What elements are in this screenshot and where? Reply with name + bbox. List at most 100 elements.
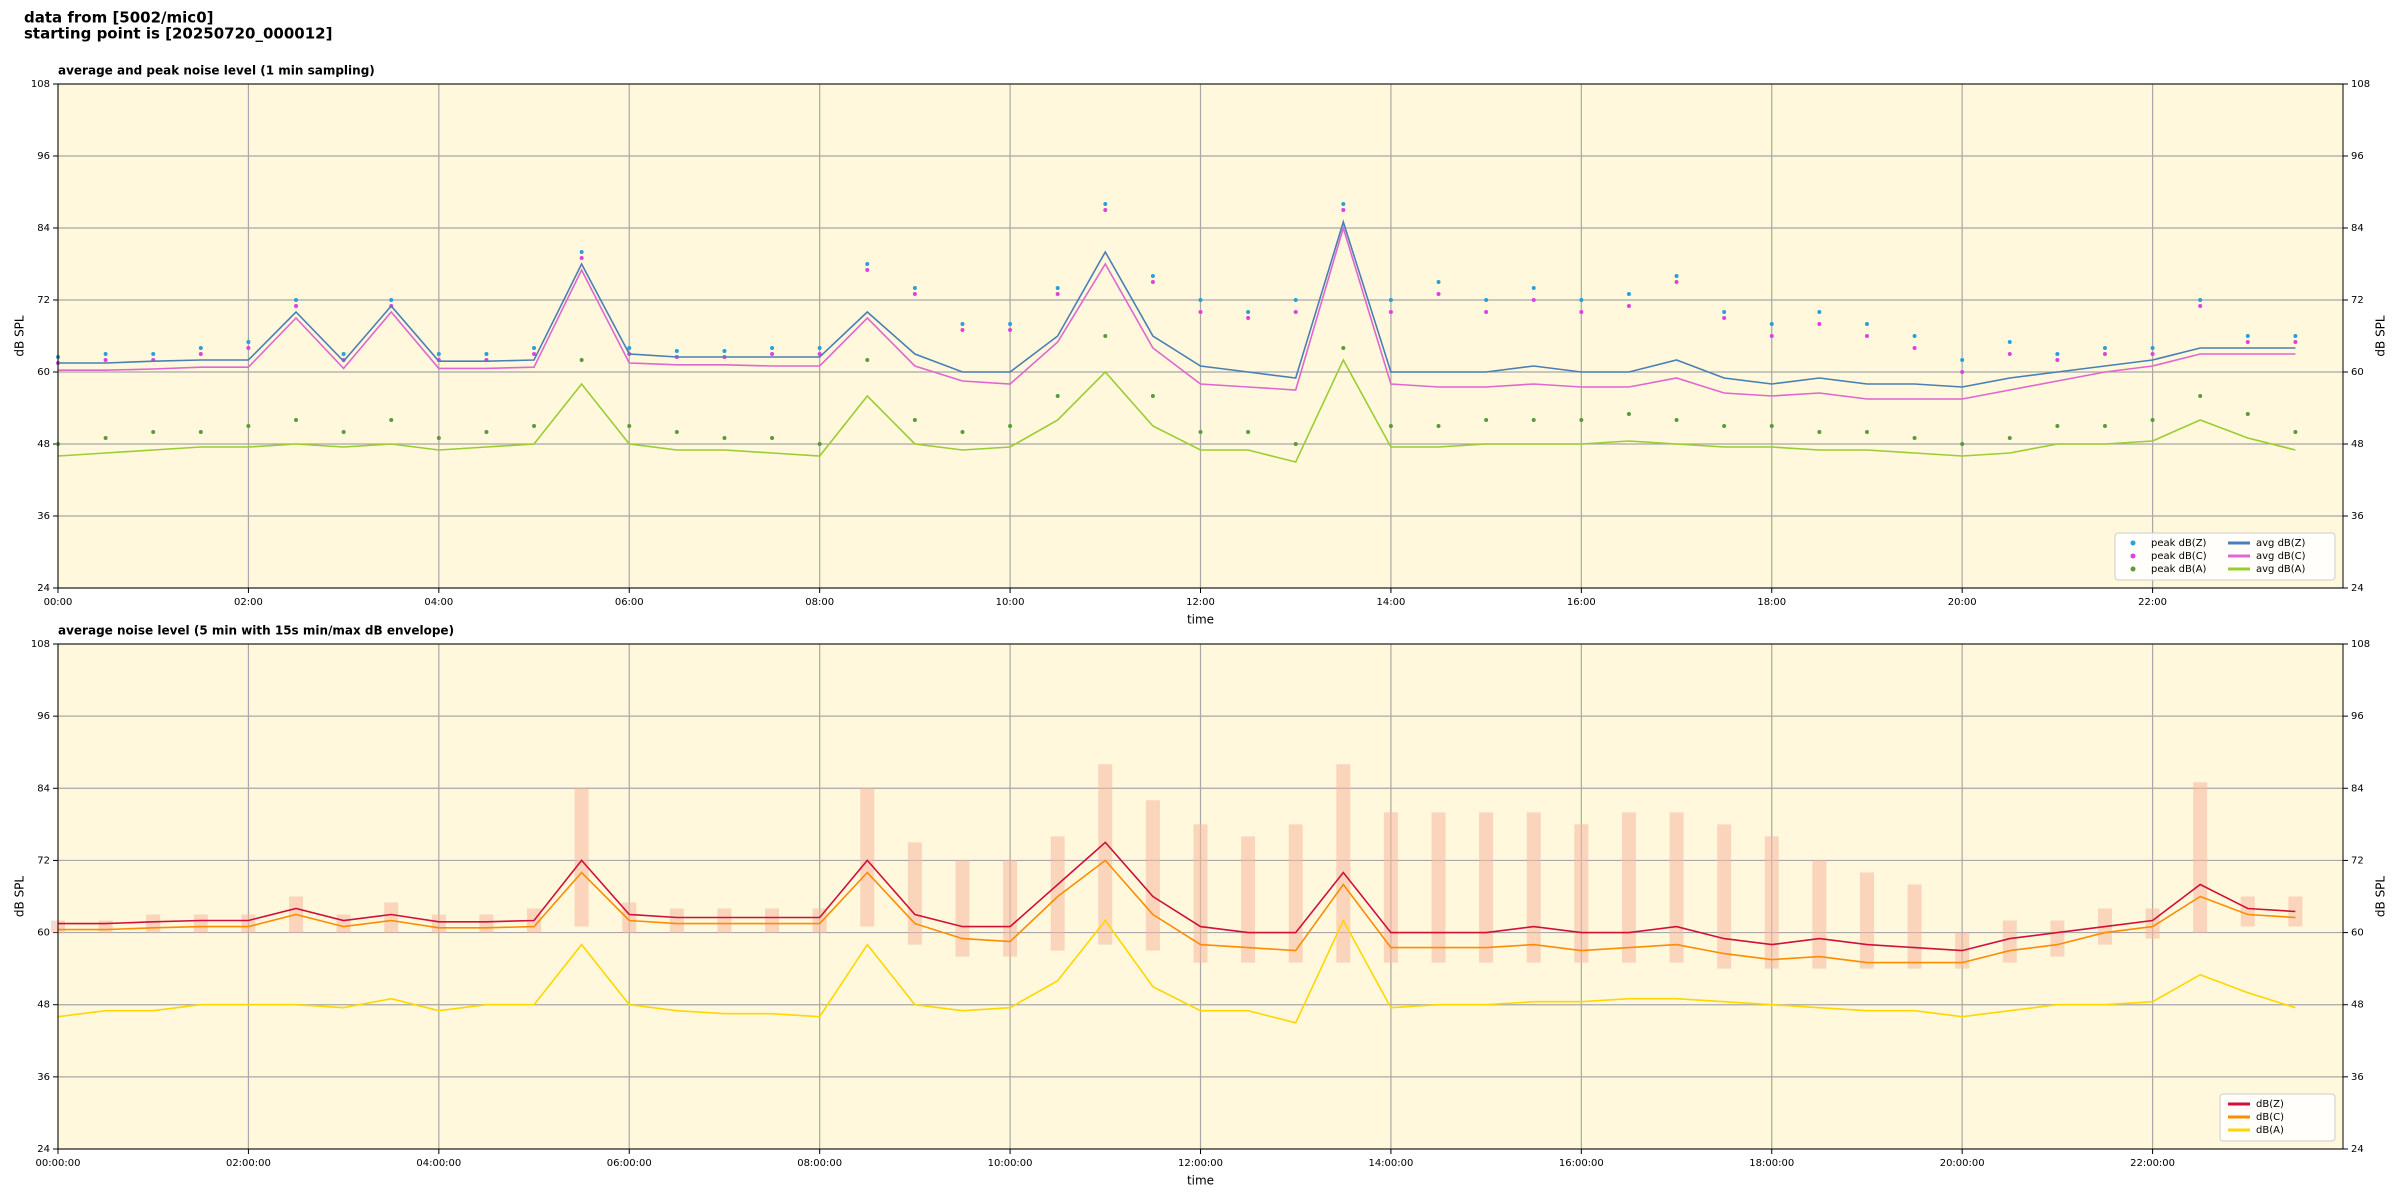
peak-point — [2293, 430, 2298, 434]
x-tick-label: 10:00:00 — [988, 1158, 1033, 1169]
series-line — [58, 841, 2296, 952]
y2-tick-label: 24 — [2351, 583, 2364, 594]
y-tick-label: 84 — [37, 223, 50, 234]
y-axis-label: dB SPL — [13, 876, 27, 918]
peak-point — [436, 436, 441, 440]
peak-point — [198, 346, 203, 350]
peak-point — [1579, 310, 1584, 314]
peak-point — [1864, 322, 1869, 326]
peak-point — [1579, 298, 1584, 302]
x-tick-label: 16:00 — [1567, 597, 1596, 608]
x-tick-label: 06:00 — [615, 597, 644, 608]
legend-label: dB(Z) — [2256, 1099, 2284, 1110]
legend-label: dB(A) — [2256, 1125, 2284, 1136]
peak-point — [1198, 430, 1203, 434]
peak-point — [722, 436, 727, 440]
peak-point — [817, 442, 822, 446]
peak-point — [1960, 442, 1965, 446]
peak-point — [1246, 316, 1251, 320]
peak-point — [960, 328, 965, 332]
peak-point — [1293, 298, 1298, 302]
peak-point — [579, 250, 584, 254]
x-tick-label: 00:00 — [44, 597, 73, 608]
x-tick-label: 22:00:00 — [2130, 1158, 2175, 1169]
y-tick-label: 108 — [31, 79, 50, 90]
peak-point — [912, 292, 917, 296]
x-tick-label: 04:00 — [424, 597, 453, 608]
y2-tick-label: 84 — [2351, 783, 2364, 794]
plot-frame — [57, 643, 2344, 1150]
peak-point — [2055, 358, 2060, 362]
peak-point — [1246, 310, 1251, 314]
peak-point — [1769, 334, 1774, 338]
peak-point — [1388, 310, 1393, 314]
peak-point — [1579, 418, 1584, 422]
x-tick-label: 12:00 — [1186, 597, 1215, 608]
y2-axis-label: dB SPL — [2374, 315, 2388, 357]
peak-point — [627, 346, 632, 350]
x-tick-label: 14:00:00 — [1368, 1158, 1413, 1169]
x-tick-label: 22:00 — [2138, 597, 2167, 608]
peak-point — [1864, 430, 1869, 434]
series-line — [57, 918, 2296, 1024]
peak-point — [865, 358, 870, 362]
peak-point — [1960, 370, 1965, 374]
peak-point — [1150, 394, 1155, 398]
peak-point — [2245, 340, 2250, 344]
peak-point — [817, 346, 822, 350]
peak-point — [1722, 424, 1727, 428]
peak-point — [1484, 310, 1489, 314]
peak-point — [1055, 286, 1060, 290]
peak-point — [103, 352, 108, 356]
peak-point — [2007, 352, 2012, 356]
peak-point — [2198, 304, 2203, 308]
y2-tick-label: 84 — [2351, 223, 2364, 234]
legend-label: avg dB(A) — [2256, 564, 2306, 575]
peak-point — [1531, 286, 1536, 290]
y-tick-label: 108 — [31, 639, 50, 650]
y-tick-label: 96 — [37, 711, 50, 722]
peak-point — [1055, 394, 1060, 398]
y-tick-label: 60 — [37, 367, 50, 378]
peak-point — [1150, 274, 1155, 278]
peak-point — [1198, 298, 1203, 302]
x-tick-label: 16:00:00 — [1559, 1158, 1604, 1169]
peak-point — [1912, 346, 1917, 350]
peak-point — [1246, 430, 1251, 434]
plot-frame — [57, 83, 2344, 589]
peak-point — [1150, 280, 1155, 284]
peak-point — [1436, 424, 1441, 428]
peak-point — [1008, 322, 1013, 326]
peak-point — [2150, 346, 2155, 350]
peak-point — [246, 424, 251, 428]
y-tick-label: 60 — [37, 928, 50, 939]
peak-point — [2245, 412, 2250, 416]
peak-point — [1198, 310, 1203, 314]
peak-point — [103, 358, 108, 362]
peak-point — [1341, 346, 1346, 350]
peak-point — [532, 352, 537, 356]
peak-point — [1626, 412, 1631, 416]
peak-point — [1341, 202, 1346, 206]
x-axis-label: time — [1187, 1174, 1214, 1188]
y2-tick-label: 72 — [2351, 295, 2364, 306]
peak-point — [246, 340, 251, 344]
peak-point — [151, 430, 156, 434]
y2-tick-label: 36 — [2351, 1072, 2364, 1083]
peak-point — [294, 298, 299, 302]
peak-point — [865, 268, 870, 272]
legend-marker — [2130, 540, 2136, 546]
peak-point — [1436, 280, 1441, 284]
peak-point — [674, 349, 679, 353]
x-tick-label: 20:00:00 — [1940, 1158, 1985, 1169]
peak-point — [2293, 334, 2298, 338]
y2-tick-label: 48 — [2351, 439, 2364, 450]
peak-point — [2102, 346, 2107, 350]
y-tick-label: 36 — [37, 1072, 50, 1083]
peak-point — [1484, 418, 1489, 422]
peak-point — [198, 352, 203, 356]
peak-point — [341, 430, 346, 434]
peak-point — [532, 424, 537, 428]
peak-point — [1436, 292, 1441, 296]
peak-point — [2102, 424, 2107, 428]
